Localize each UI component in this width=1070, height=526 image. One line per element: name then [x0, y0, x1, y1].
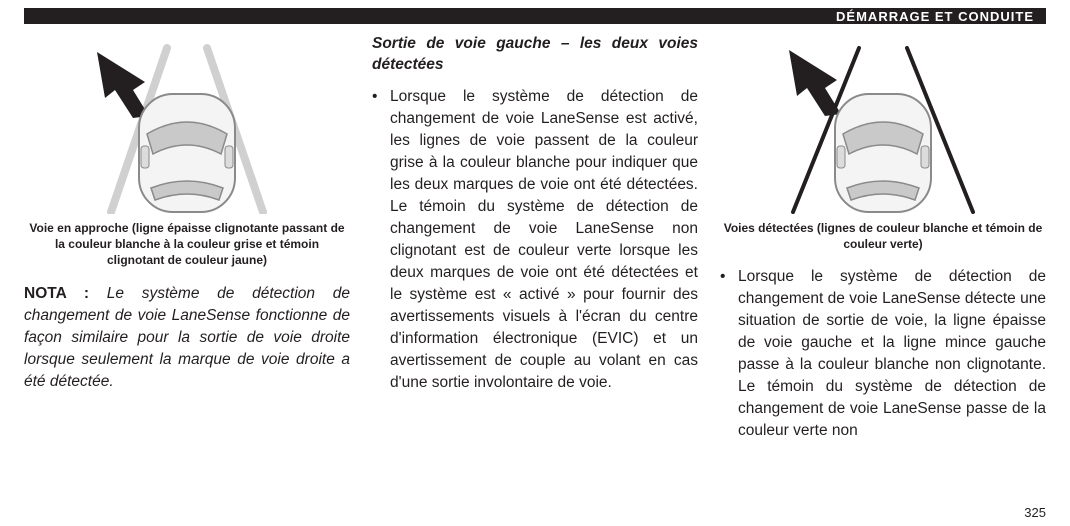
list-item: Lorsque le système de détection de chang… [720, 266, 1046, 442]
bullet-list-col3: Lorsque le système de détection de chang… [720, 266, 1046, 442]
figure-left-caption: Voie en approche (ligne épaisse clignota… [24, 220, 350, 269]
arrow-icon [789, 50, 841, 116]
figure-right-caption: Voies détectées (lignes de couleur blanc… [720, 220, 1046, 252]
arrow-icon [97, 52, 149, 118]
column-3: Voies détectées (lignes de couleur blanc… [720, 34, 1046, 442]
figure-right [720, 34, 1046, 214]
section-heading: Sortie de voie gauche – les deux voies d… [372, 34, 698, 76]
car-icon [139, 94, 235, 212]
nota-label: NOTA : [24, 285, 89, 302]
page-number: 325 [1024, 505, 1046, 520]
content-columns: Voie en approche (ligne épaisse clignota… [24, 34, 1046, 442]
column-1: Voie en approche (ligne épaisse clignota… [24, 34, 350, 442]
lane-approach-diagram [37, 34, 337, 214]
car-icon [835, 94, 931, 212]
bullet-list-col2: Lorsque le système de détection de chang… [372, 86, 698, 394]
lanes-detected-diagram [733, 34, 1033, 214]
column-2: Sortie de voie gauche – les deux voies d… [372, 34, 698, 442]
nota-paragraph: NOTA : Le système de détection de change… [24, 283, 350, 393]
header-title: DÉMARRAGE ET CONDUITE [836, 9, 1034, 24]
figure-left [24, 34, 350, 214]
page: DÉMARRAGE ET CONDUITE [0, 0, 1070, 526]
list-item: Lorsque le système de détection de chang… [372, 86, 698, 394]
header-bar: DÉMARRAGE ET CONDUITE [24, 8, 1046, 24]
